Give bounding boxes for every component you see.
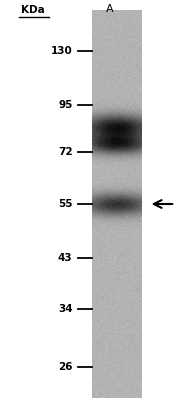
Text: 26: 26 bbox=[58, 362, 73, 372]
Text: A: A bbox=[106, 4, 114, 14]
Text: 34: 34 bbox=[58, 304, 73, 314]
Text: 72: 72 bbox=[58, 147, 73, 157]
Text: 95: 95 bbox=[58, 100, 73, 110]
Text: 55: 55 bbox=[58, 199, 73, 209]
Text: KDa: KDa bbox=[21, 5, 45, 15]
Text: 130: 130 bbox=[51, 46, 73, 56]
Text: 43: 43 bbox=[58, 253, 73, 263]
